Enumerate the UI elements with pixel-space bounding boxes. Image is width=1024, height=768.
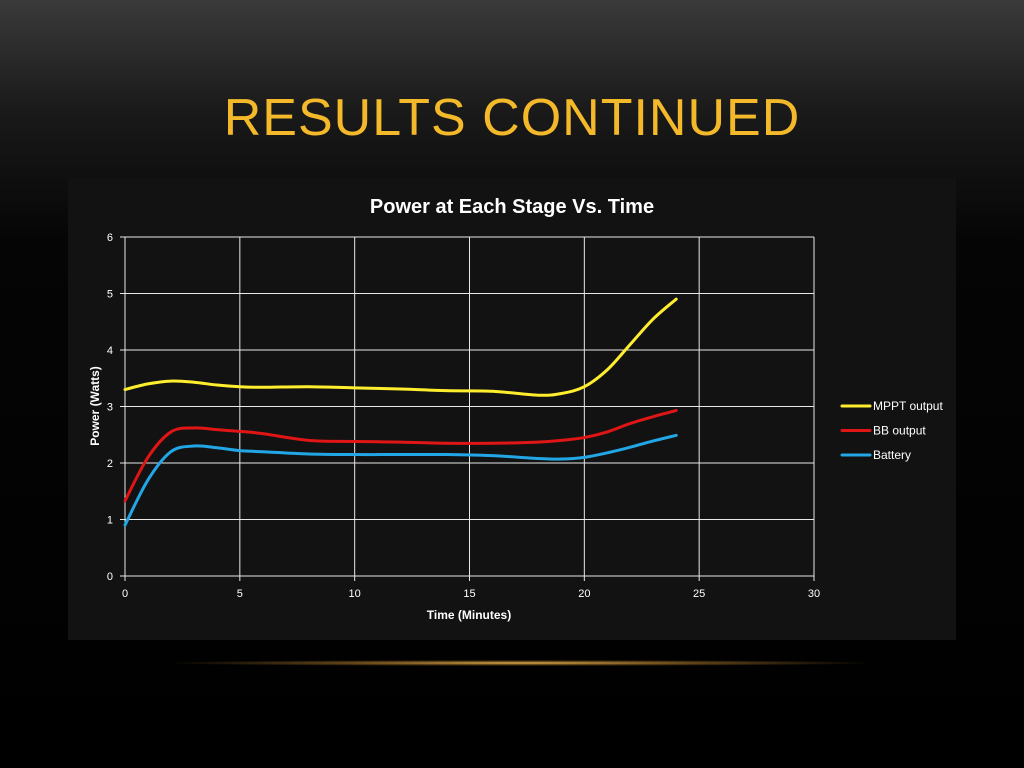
legend-item-battery: Battery (840, 448, 911, 462)
legend-item-bb-output: BB output (840, 424, 926, 438)
y-tick-label: 6 (107, 232, 113, 244)
series-line-bb-output (123, 408, 678, 503)
slide-title: RESULTS CONTINUED (223, 89, 801, 147)
chart-title: Power at Each Stage Vs. Time (370, 196, 654, 218)
x-tick-label: 5 (237, 588, 243, 600)
x-tick-label: 10 (349, 588, 361, 600)
y-tick-label: 3 (107, 402, 113, 414)
legend-label: BB output (873, 424, 926, 438)
y-tick-label: 5 (107, 289, 113, 301)
x-tick-label: 15 (463, 588, 475, 600)
legend: MPPT output BB output Battery (840, 399, 943, 462)
y-tick-label: 1 (107, 515, 113, 527)
series-layer (123, 297, 678, 527)
legend-item-mppt-output: MPPT output (840, 399, 943, 413)
x-tick-label: 30 (808, 588, 820, 600)
x-tick-label: 25 (693, 588, 705, 600)
y-tick-label: 0 (107, 571, 113, 583)
chart-panel: Power at Each Stage Vs. Time 0 1 2 3 4 5 6 0 5 10… (68, 178, 956, 640)
y-axis-label: Power (Watts) (88, 366, 102, 446)
series-line-battery (123, 433, 678, 527)
x-tick-label: 0 (122, 588, 128, 600)
x-axis-label: Time (Minutes) (427, 608, 511, 622)
power-chart: Power at Each Stage Vs. Time 0 1 2 3 4 5 6 0 5 10… (88, 196, 943, 622)
y-tick-label: 2 (107, 458, 113, 470)
y-tick-label: 4 (107, 345, 113, 357)
ticks-layer: 0 1 2 3 4 5 6 0 5 10 15 20 25 30 (107, 232, 820, 600)
legend-label: MPPT output (873, 399, 943, 413)
decorative-glow-divider (170, 660, 870, 666)
legend-label: Battery (873, 448, 911, 462)
x-tick-label: 20 (578, 588, 590, 600)
grid-layer (124, 236, 815, 577)
series-line-mppt-output (123, 297, 678, 397)
